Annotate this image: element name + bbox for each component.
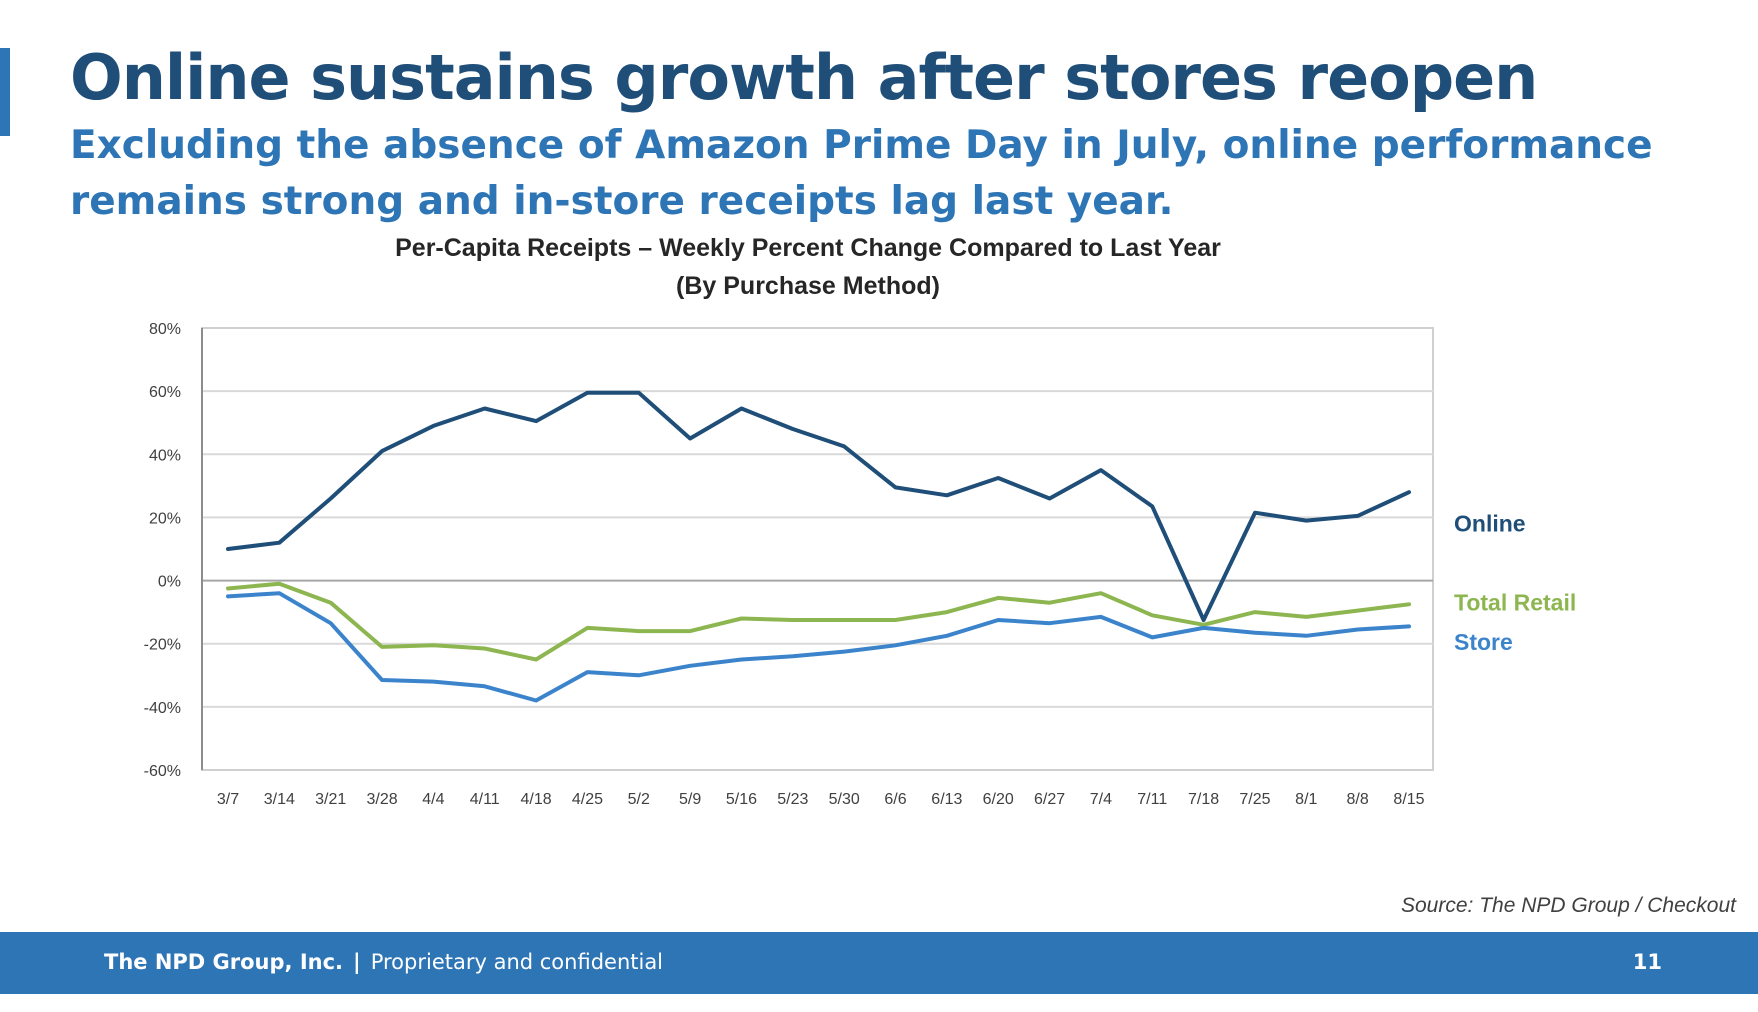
- y-tick-label: 80%: [149, 321, 181, 338]
- source-note: Source: The NPD Group / Checkout: [1401, 894, 1736, 917]
- x-tick-label: 4/11: [470, 791, 500, 808]
- x-axis-ticks: 3/7 3/14 3/21 3/28 4/4 4/11 4/18 4/25 5/2 5/9 5/16…: [217, 791, 1425, 808]
- x-tick-label: 5/2: [628, 791, 650, 808]
- footer-text: The NPD Group, Inc. | Proprietary and conf…: [104, 950, 663, 974]
- store-series-label: Store: [1454, 629, 1513, 655]
- y-tick-label: 40%: [149, 447, 181, 464]
- footer-separator: |: [353, 950, 361, 974]
- x-tick-label: 3/7: [217, 791, 239, 808]
- gridlines: [202, 390, 1433, 708]
- x-tick-label: 5/30: [829, 791, 860, 808]
- total-retail-series-line: [226, 581, 1411, 662]
- x-tick-label: 8/15: [1393, 791, 1424, 808]
- x-tick-label: 5/23: [777, 791, 808, 808]
- y-tick-label: -20%: [144, 637, 181, 654]
- x-tick-label: 8/8: [1347, 791, 1369, 808]
- x-tick-label: 8/1: [1295, 791, 1317, 808]
- slide-subtitle-line-1: Excluding the absence of Amazon Prime Da…: [70, 123, 1653, 168]
- slide-subtitle: Excluding the absence of Amazon Prime Da…: [70, 118, 1653, 230]
- x-tick-label: 5/9: [679, 791, 701, 808]
- x-tick-label: 4/4: [422, 791, 444, 808]
- series-labels: Online Total Retail Store: [1454, 511, 1576, 655]
- online-series-line: [226, 390, 1411, 622]
- y-axis-ticks: 80% 60% 40% 20% 0% -20% -40% -60%: [144, 321, 181, 780]
- y-tick-label: -60%: [144, 763, 181, 780]
- x-tick-label: 3/28: [366, 791, 397, 808]
- x-tick-label: 4/25: [572, 791, 603, 808]
- y-tick-label: 0%: [158, 574, 181, 591]
- footer-company: The NPD Group, Inc.: [104, 950, 344, 974]
- x-tick-label: 7/4: [1090, 791, 1112, 808]
- x-tick-label: 7/25: [1239, 791, 1270, 808]
- x-tick-label: 6/13: [931, 791, 962, 808]
- footer-bar: The NPD Group, Inc. | Proprietary and conf…: [0, 932, 1758, 994]
- chart-title-line-1: Per-Capita Receipts – Weekly Percent Cha…: [395, 234, 1221, 262]
- x-tick-label: 7/18: [1188, 791, 1219, 808]
- y-tick-label: 60%: [149, 384, 181, 401]
- online-series-label: Online: [1454, 511, 1526, 537]
- series-lines: [226, 390, 1411, 703]
- plot-area: [201, 327, 1434, 771]
- store-series-line: [226, 591, 1411, 703]
- x-tick-label: 6/27: [1034, 791, 1065, 808]
- slide-title: Online sustains growth after stores reop…: [70, 41, 1538, 114]
- x-tick-label: 5/16: [726, 791, 757, 808]
- chart-title-line-2: (By Purchase Method): [676, 272, 940, 300]
- title-accent-bar: [0, 48, 10, 136]
- x-tick-label: 4/18: [521, 791, 552, 808]
- line-chart: Per-Capita Receipts – Weekly Percent Cha…: [144, 234, 1577, 808]
- x-tick-label: 7/11: [1137, 791, 1167, 808]
- y-tick-label: 20%: [149, 510, 181, 527]
- x-tick-label: 6/20: [983, 791, 1014, 808]
- x-tick-label: 6/6: [884, 791, 906, 808]
- x-tick-label: 3/14: [264, 791, 295, 808]
- y-tick-label: -40%: [144, 700, 181, 717]
- page-number: 11: [1632, 950, 1662, 974]
- total-retail-series-label: Total Retail: [1454, 590, 1576, 616]
- footer-confidential-note: Proprietary and confidential: [370, 950, 664, 974]
- x-tick-label: 3/21: [315, 791, 346, 808]
- slide-subtitle-line-2: remains strong and in-store receipts lag…: [70, 179, 1174, 224]
